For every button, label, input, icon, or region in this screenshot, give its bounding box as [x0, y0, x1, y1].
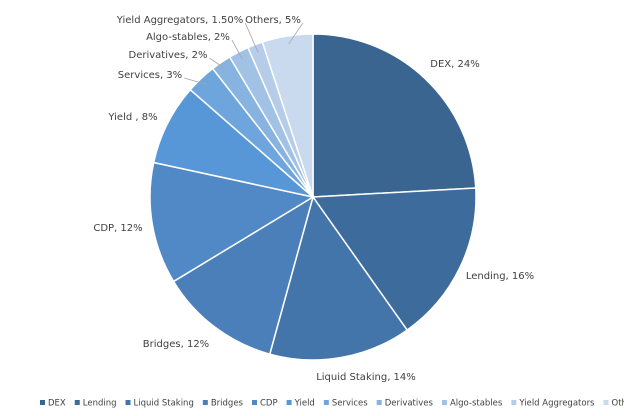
data-label: Derivatives, 2% [129, 50, 208, 61]
data-label: DEX, 24% [430, 59, 479, 70]
legend-label: Liquid Staking [134, 399, 194, 409]
leader-line [244, 22, 259, 53]
leader-line [288, 22, 304, 45]
legend-label: Derivatives [385, 399, 434, 409]
legend-label: Lending [83, 399, 117, 409]
leader-line [209, 57, 226, 70]
legend-swatch [286, 400, 292, 405]
leader-line [231, 39, 243, 60]
legend-swatch [323, 400, 329, 405]
legend-label: Others [612, 399, 624, 409]
pie-slice [312, 33, 477, 198]
data-label: Algo-stables, 2% [146, 32, 230, 43]
legend-swatch [441, 400, 447, 405]
data-label: CDP, 12% [93, 223, 142, 234]
legend-label: Bridges [211, 399, 244, 409]
legend-swatch [202, 400, 208, 405]
data-label: Yield , 8% [107, 112, 157, 123]
pie-slice [261, 33, 314, 198]
pie-slice [311, 187, 477, 332]
legend-label: CDP [260, 399, 278, 409]
legend-swatch [603, 400, 609, 405]
pie-slice [268, 195, 409, 361]
leader-line [184, 77, 207, 85]
data-label: Lending, 16% [466, 271, 534, 282]
data-label: Yield Aggregators, 1.50% [116, 15, 244, 26]
legend-swatch [251, 400, 257, 405]
pie-slice [172, 195, 315, 356]
legend-swatch [511, 400, 517, 405]
data-label: Liquid Staking, 14% [316, 372, 416, 383]
legend-label: Services [332, 399, 368, 409]
data-label: Services, 3% [118, 70, 182, 81]
data-label: Bridges, 12% [143, 339, 209, 350]
pie-slice [149, 161, 315, 283]
legend-label: Yield [294, 399, 315, 409]
data-label: Others, 5% [245, 15, 301, 26]
legend-label: Algo-stables [450, 399, 503, 409]
legend-label: Yield Aggregators [518, 399, 595, 409]
legend-swatch [125, 400, 131, 405]
legend-swatch [376, 400, 382, 405]
legend-swatch [74, 400, 80, 405]
legend-label: DEX [48, 399, 66, 409]
legend-swatch [40, 400, 45, 405]
